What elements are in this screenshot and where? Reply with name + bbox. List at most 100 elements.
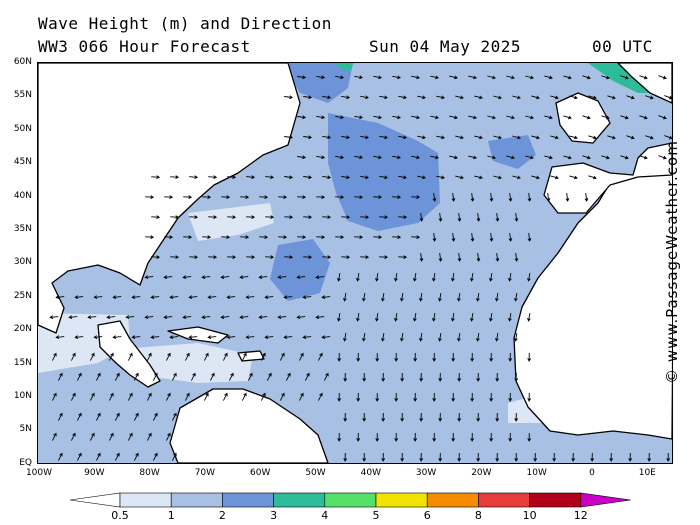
wave-arrow — [165, 432, 171, 441]
wave-arrow — [430, 75, 439, 80]
wave-arrow — [451, 313, 455, 322]
wave-arrow — [360, 95, 369, 100]
wave-arrow — [430, 155, 439, 160]
wave-arrow — [527, 352, 532, 362]
wave-arrow — [108, 392, 114, 401]
wave-arrow — [375, 273, 379, 282]
wave-arrow — [489, 392, 494, 402]
legend-label: 1 — [167, 509, 175, 522]
wave-arrow — [169, 335, 179, 340]
wave-arrow — [601, 75, 610, 80]
wave-arrow — [297, 195, 307, 199]
wave-arrow — [392, 115, 401, 120]
lat-label: 50N — [13, 123, 32, 134]
wave-arrow — [495, 333, 499, 342]
wave-arrow — [584, 192, 589, 202]
wave-arrow — [207, 295, 217, 300]
wave-arrow — [620, 75, 629, 80]
wave-arrow — [495, 412, 500, 422]
wave-arrow — [259, 195, 269, 199]
wave-arrow — [449, 155, 458, 160]
lon-label: 40W — [360, 468, 381, 478]
wave-arrow — [514, 293, 518, 302]
wave-arrow — [316, 115, 326, 120]
wave-arrow — [658, 115, 667, 120]
wave-arrow — [645, 95, 654, 100]
wave-arrow — [398, 215, 408, 219]
wave-arrow — [356, 352, 361, 362]
wave-arrow — [476, 293, 480, 302]
lon-label: 60W — [250, 468, 271, 478]
scandinavia — [617, 62, 673, 104]
wave-arrow — [114, 372, 120, 381]
lat-label: 15N — [13, 357, 32, 368]
hispaniola — [237, 350, 265, 362]
wave-arrow — [419, 333, 423, 342]
wave-arrow — [133, 412, 139, 421]
wave-arrow — [354, 195, 364, 199]
wave-arrow — [436, 135, 445, 140]
wave-arrow — [432, 352, 437, 362]
wave-arrow — [552, 452, 557, 462]
wave-arrow — [127, 352, 133, 361]
wave-arrow — [508, 192, 513, 202]
lon-label: 90W — [84, 468, 105, 478]
wave-arrow — [337, 352, 342, 362]
wave-arrow — [182, 315, 192, 320]
wave-arrow — [362, 333, 366, 342]
wave-arrow — [489, 313, 493, 322]
wave-arrow — [49, 315, 59, 320]
wave-arrow — [165, 392, 171, 401]
wave-arrow — [375, 313, 379, 322]
wave-arrow — [152, 372, 158, 381]
wave-arrow — [171, 372, 177, 381]
wave-arrow — [296, 275, 306, 280]
wave-arrow — [182, 275, 192, 280]
wave-arrow — [571, 452, 576, 462]
wave-arrow — [316, 235, 326, 239]
legend-swatch — [170, 492, 223, 508]
wave-arrow — [258, 315, 268, 320]
wave-arrow — [343, 412, 348, 422]
forecast-model: WW3 066 Hour Forecast — [38, 37, 251, 56]
wave-arrow — [508, 392, 513, 402]
wave-arrow — [239, 275, 249, 280]
wave-arrow — [506, 155, 515, 160]
wave-arrow — [438, 452, 443, 462]
wave-arrow — [620, 115, 629, 120]
wave-arrow — [303, 175, 313, 180]
wave-arrow — [321, 335, 331, 340]
wave-arrow — [514, 452, 519, 462]
legend-label: 10 — [522, 509, 537, 522]
south-america — [169, 388, 329, 464]
wave-arrow — [189, 175, 199, 180]
wave-arrow — [151, 175, 161, 179]
wave-arrow — [411, 75, 420, 80]
wave-arrow — [95, 452, 101, 461]
legend-label: 12 — [573, 509, 588, 522]
wave-arrow — [468, 115, 477, 120]
wave-arrow — [569, 95, 578, 100]
wave-arrow — [658, 155, 667, 160]
wave-arrow — [220, 275, 230, 280]
wave-arrow — [413, 273, 417, 282]
wave-arrow — [400, 293, 404, 302]
legend-label: 0.5 — [111, 509, 129, 522]
land-masses — [37, 62, 675, 464]
wave-arrow — [184, 352, 190, 361]
wave-arrow — [375, 352, 380, 362]
wave-arrow — [360, 175, 369, 180]
legend-label: 5 — [372, 509, 380, 522]
wave-arrow — [647, 452, 652, 462]
wave-arrow — [398, 175, 407, 180]
wave-arrow — [362, 452, 367, 462]
wave-arrow — [316, 155, 326, 160]
wave-arrow — [247, 372, 253, 381]
wave-arrow — [392, 75, 401, 80]
wave-arrow — [360, 135, 369, 140]
wave-arrow — [360, 255, 370, 259]
wave-arrow — [375, 432, 380, 442]
wave-arrow — [620, 155, 629, 160]
wave-arrow — [394, 273, 398, 282]
wave-arrow — [474, 175, 483, 180]
